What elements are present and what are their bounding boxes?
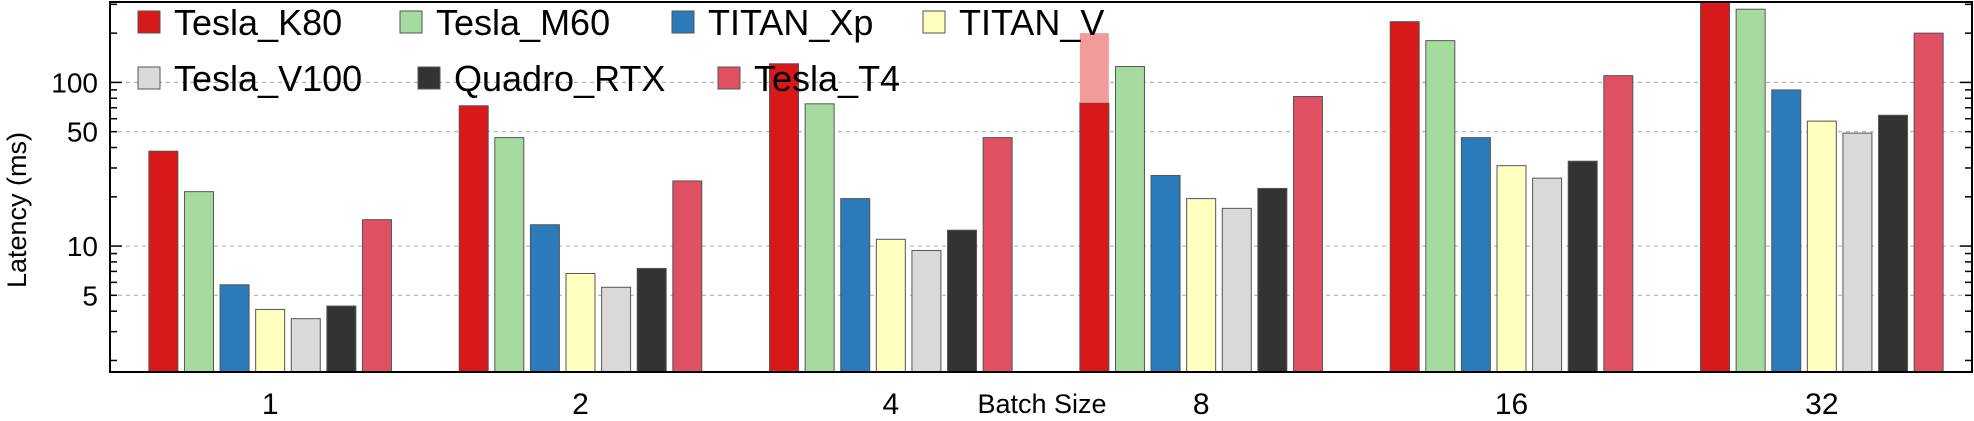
bar-Quadro_RTX-1: [326, 305, 357, 373]
x-tick-label-1: 1: [262, 388, 279, 421]
gridlines: [110, 81, 1972, 296]
bar-Quadro_RTX-32: [1878, 114, 1909, 373]
bar-TITAN_Xp-4: [840, 198, 871, 373]
bar-Quadro_RTX-8: [1257, 187, 1288, 373]
legend: Tesla_K80 Tesla_M60 TITAN_Xp TITAN_V Tesla_V…: [137, 2, 1104, 99]
bar-TITAN_Xp-8: [1150, 174, 1181, 373]
axes-group: 5 10 50 100 1 2 4 8 16 32: [51, 1, 1973, 421]
bar-TITAN_Xp-1: [219, 284, 250, 373]
bar-Quadro_RTX-4: [947, 229, 978, 373]
x-tick-label-4: 4: [882, 388, 899, 421]
legend-label-Tesla_M60: Tesla_M60: [436, 2, 610, 43]
bar-Tesla_T4-1: [361, 219, 392, 373]
legend-label-TITAN_V: TITAN_V: [959, 2, 1104, 43]
legend-swatch-Tesla_T4: [717, 66, 741, 90]
bar-Tesla_M60-16: [1425, 40, 1456, 373]
bar-TITAN_Xp-32: [1771, 89, 1802, 373]
legend-label-Tesla_V100: Tesla_V100: [174, 58, 362, 99]
legend-label-Tesla_K80: Tesla_K80: [174, 2, 342, 43]
bar-Tesla_M60-8: [1114, 66, 1145, 373]
bar-Quadro_RTX-16: [1567, 160, 1598, 373]
bar-TITAN_V-4: [875, 238, 906, 373]
bar-Tesla_M60-32: [1735, 8, 1766, 373]
bar-Tesla_K80-16: [1389, 21, 1420, 373]
y-tick-label-5: 5: [82, 280, 98, 311]
bar-Tesla_K80-1: [148, 150, 179, 373]
bar-TITAN_V-16: [1496, 165, 1527, 373]
bar-Tesla_V100-1: [290, 318, 321, 373]
y-tick-label-50: 50: [67, 117, 98, 148]
legend-swatch-Tesla_V100: [137, 66, 161, 90]
bar-TITAN_V-1: [255, 308, 286, 373]
bar-Tesla_V100-4: [911, 249, 942, 373]
legend-swatch-Tesla_K80: [137, 10, 161, 34]
x-tick-label-2: 2: [572, 388, 589, 421]
bar-Tesla_T4-16: [1603, 75, 1634, 373]
bar-Tesla_T4-2: [672, 180, 703, 373]
bar-Quadro_RTX-2: [636, 267, 667, 373]
legend-label-TITAN_Xp: TITAN_Xp: [708, 2, 873, 43]
bar-Tesla_M60-1: [183, 191, 214, 373]
y-tick-label-100: 100: [51, 67, 98, 98]
bar-Tesla_K80-8: [1079, 102, 1110, 373]
legend-swatch-Quadro_RTX: [417, 66, 441, 90]
overlay-bar-8: [1079, 33, 1109, 103]
bar-Tesla_K80-2: [458, 105, 489, 373]
legend-swatch-TITAN_Xp: [671, 10, 695, 34]
legend-label-Quadro_RTX: Quadro_RTX: [454, 58, 665, 99]
bar-TITAN_Xp-16: [1460, 137, 1491, 373]
bar-Tesla_K80-32: [1700, 1, 1731, 373]
bar-TITAN_Xp-2: [529, 224, 560, 373]
bar-Tesla_V100-8: [1221, 207, 1252, 373]
y-axis-label: Latency (ms): [2, 132, 32, 288]
bar-TITAN_V-8: [1186, 198, 1217, 373]
legend-label-Tesla_T4: Tesla_T4: [754, 58, 900, 99]
legend-swatch-TITAN_V: [922, 10, 946, 34]
bars-group: [148, 1, 1944, 373]
bar-Tesla_T4-32: [1913, 32, 1944, 373]
bar-Tesla_M60-4: [804, 103, 835, 373]
x-axis-label: Batch Size: [977, 389, 1106, 419]
x-tick-label-32: 32: [1805, 388, 1838, 421]
bar-Tesla_K80-4: [769, 63, 800, 373]
bar-Tesla_T4-4: [982, 137, 1013, 373]
bar-TITAN_V-32: [1806, 120, 1837, 373]
y-tick-label-10: 10: [67, 231, 98, 262]
x-tick-label-16: 16: [1495, 388, 1528, 421]
bar-TITAN_V-2: [565, 272, 596, 373]
plot-frame: [109, 1, 1973, 373]
bar-Tesla_M60-2: [494, 137, 525, 373]
legend-swatch-Tesla_M60: [399, 10, 423, 34]
x-tick-label-8: 8: [1193, 388, 1210, 421]
bar-Tesla_T4-8: [1292, 96, 1323, 373]
bar-Tesla_V100-32: [1842, 132, 1873, 373]
bar-Tesla_V100-16: [1532, 177, 1563, 373]
bar-Tesla_V100-2: [601, 286, 632, 373]
